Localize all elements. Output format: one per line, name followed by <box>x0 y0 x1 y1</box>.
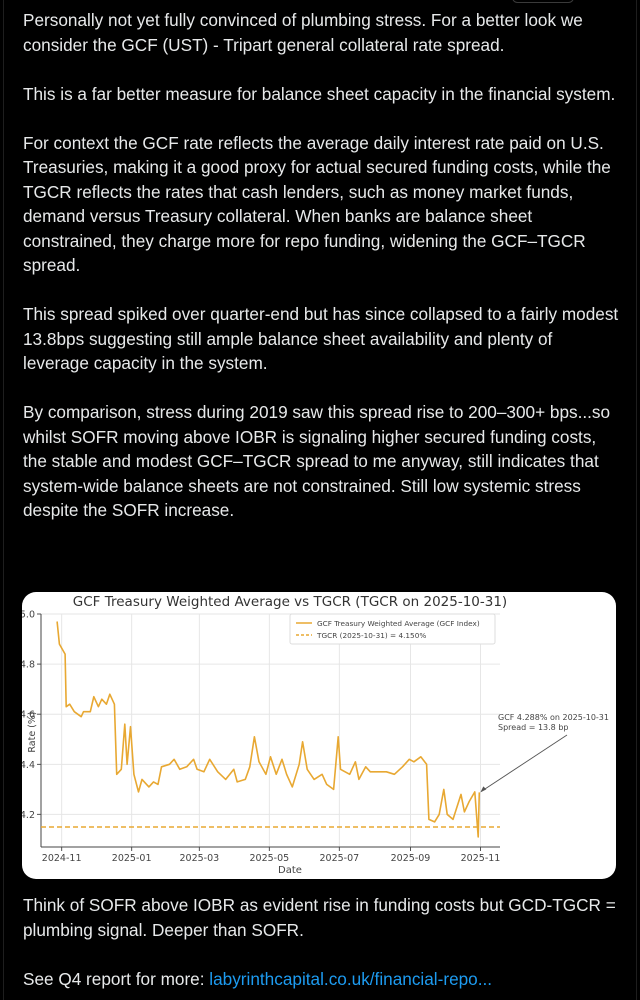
arrow-head-icon <box>480 786 487 793</box>
chart-title: GCF Treasury Weighted Average vs TGCR (T… <box>73 594 507 610</box>
y-tick-label: 5.0 <box>22 610 35 621</box>
paragraph: By comparison, stress during 2019 saw th… <box>23 402 611 520</box>
post-footer: Think of SOFR above IOBR as evident rise… <box>23 893 623 991</box>
report-link[interactable]: labyrinthcapital.co.uk/financial-repo... <box>209 968 493 989</box>
x-tick-label: 2025-03 <box>180 853 220 864</box>
link-prefix: See Q4 report for more: <box>23 968 210 989</box>
paragraph: This is a far better measure for balance… <box>23 83 616 104</box>
x-tick-label: 2025-01 <box>112 853 152 864</box>
gcf-line <box>56 621 481 838</box>
y-tick-label: 4.8 <box>22 660 35 671</box>
x-tick-label: 2025-05 <box>250 853 290 864</box>
top-button-edge[interactable] <box>512 0 574 3</box>
paragraph: Personally not yet fully convinced of pl… <box>23 10 583 55</box>
annotation-line2: Spread = 13.8 bp <box>498 723 568 732</box>
paragraph: This spread spiked over quarter-end but … <box>23 304 619 373</box>
line-chart: GCF Treasury Weighted Average vs TGCR (T… <box>22 594 609 876</box>
annotation-line1: GCF 4.288% on 2025-10-31 <box>498 713 609 722</box>
y-tick-label: 4.6 <box>22 710 35 721</box>
x-tick-label: 2025-11 <box>461 853 501 864</box>
y-axis-label: Rate (%) <box>27 711 38 752</box>
annotation-arrow <box>481 734 568 792</box>
legend-item-gcf: GCF Treasury Weighted Average (GCF Index… <box>317 619 480 628</box>
left-border <box>3 0 4 1000</box>
y-tick-label: 4.2 <box>22 810 35 821</box>
paragraph: For context the GCF rate reflects the av… <box>23 132 611 276</box>
legend-box <box>289 613 496 645</box>
link-paragraph: See Q4 report for more: labyrinthcapital… <box>23 967 623 992</box>
x-tick-label: 2024-11 <box>42 853 82 864</box>
legend-item-tgcr: TGCR (2025-10-31) = 4.150% <box>316 631 426 640</box>
x-axis-label: Date <box>278 865 302 876</box>
paragraph: Think of SOFR above IOBR as evident rise… <box>23 895 616 940</box>
x-tick-label: 2025-09 <box>391 853 431 864</box>
y-tick-label: 4.4 <box>22 760 35 771</box>
x-tick-label: 2025-07 <box>319 853 359 864</box>
chart-image[interactable]: GCF Treasury Weighted Average vs TGCR (T… <box>22 592 616 879</box>
post-body: Personally not yet fully convinced of pl… <box>23 8 623 523</box>
right-border <box>636 0 637 1000</box>
